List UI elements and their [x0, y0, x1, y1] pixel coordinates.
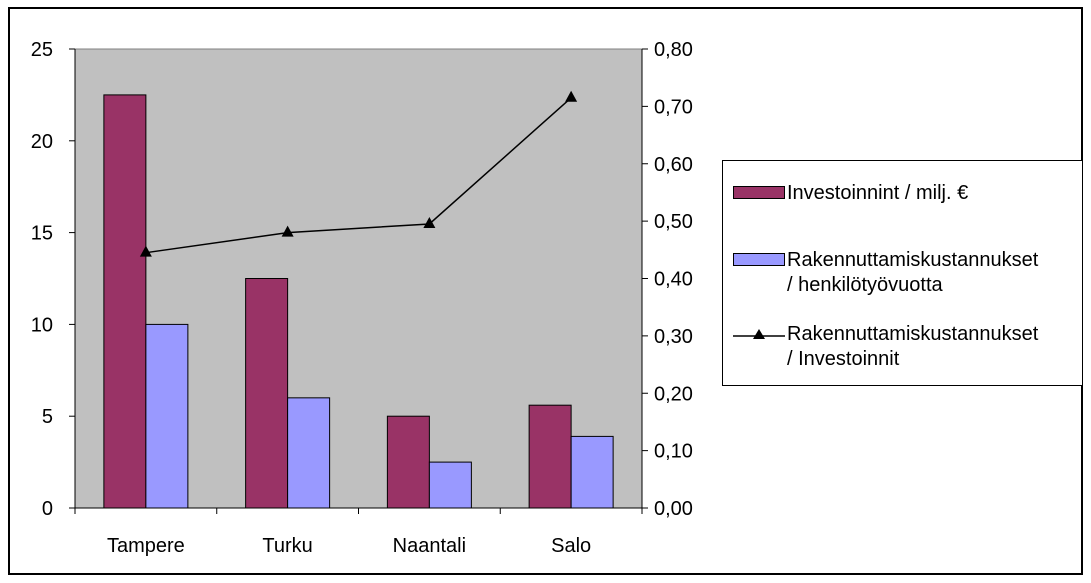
legend-swatch-investoinnit: [733, 186, 785, 199]
y-right-tick-label: 0,70: [654, 96, 693, 118]
legend-swatch-henkilotyovuotta: [733, 253, 785, 266]
y-left-tick-label: 0: [42, 498, 53, 520]
x-tick-label: Naantali: [393, 535, 466, 557]
legend-label-kustannukset-investoinnit: Rakennuttamiskustannukset / Investoinnit: [787, 323, 1039, 370]
bar-tampere-series-2: [145, 323, 189, 509]
y-right-tick-label: 0,30: [654, 326, 693, 348]
y-right-tick-label: 0,80: [654, 39, 693, 61]
legend-label-henkilotyovuotta: Rakennuttamiskustannukset / henkilötyövu…: [787, 249, 1039, 296]
legend-line-marker: [733, 322, 785, 346]
x-tick-label: Tampere: [107, 535, 185, 557]
y-left-tick-label: 15: [31, 223, 53, 245]
bar-naantali-series-2: [428, 461, 472, 509]
bar-salo-series-1: [528, 404, 572, 509]
y-right-tick-label: 0,50: [654, 211, 693, 233]
tick-labels-group: 0 5 10 15 20 25 0,00 0,10 0,20 0,30 0,40 0,50 0,60 0,…: [31, 39, 693, 557]
line-series-group: [139, 90, 578, 257]
y-left-tick-label: 25: [31, 39, 53, 61]
bar-salo-series-2: [570, 435, 614, 509]
y-right-tick-label: 0,40: [654, 269, 693, 291]
bar-tampere-series-1: [103, 94, 147, 509]
legend-item-henkilotyovuotta: Rakennuttamiskustannukset / henkilötyövu…: [733, 248, 1038, 298]
legend-item-kustannukset-investoinnit: Rakennuttamiskustannukset / Investoinnit: [733, 322, 1038, 372]
y-right-tick-label: 0,20: [654, 383, 693, 405]
y-left-tick-label: 10: [31, 314, 53, 336]
axes-group: [69, 48, 648, 514]
line-series-path: [145, 97, 572, 254]
legend: Investoinnint / milj. € Rakennuttamiskus…: [722, 160, 1083, 386]
y-right-tick-label: 0,10: [654, 441, 693, 463]
bar-turku-series-2: [287, 397, 331, 509]
line-marker-salo: [565, 90, 578, 102]
line-marker-turku: [281, 225, 294, 237]
bar-turku-series-1: [245, 278, 289, 509]
x-tick-label: Turku: [262, 535, 312, 557]
legend-item-investoinnit: Investoinnint / milj. €: [733, 181, 968, 206]
line-marker-tampere: [139, 245, 152, 257]
y-right-tick-label: 0,60: [654, 154, 693, 176]
legend-label-investoinnit: Investoinnint / milj. €: [787, 182, 969, 204]
y-right-tick-label: 0,00: [654, 498, 693, 520]
line-marker-naantali: [423, 216, 436, 228]
bar-naantali-series-1: [386, 415, 430, 509]
bars-group: [103, 94, 614, 509]
x-tick-label: Salo: [551, 535, 591, 557]
y-left-tick-label: 5: [42, 406, 53, 428]
y-left-tick-label: 20: [31, 131, 53, 153]
